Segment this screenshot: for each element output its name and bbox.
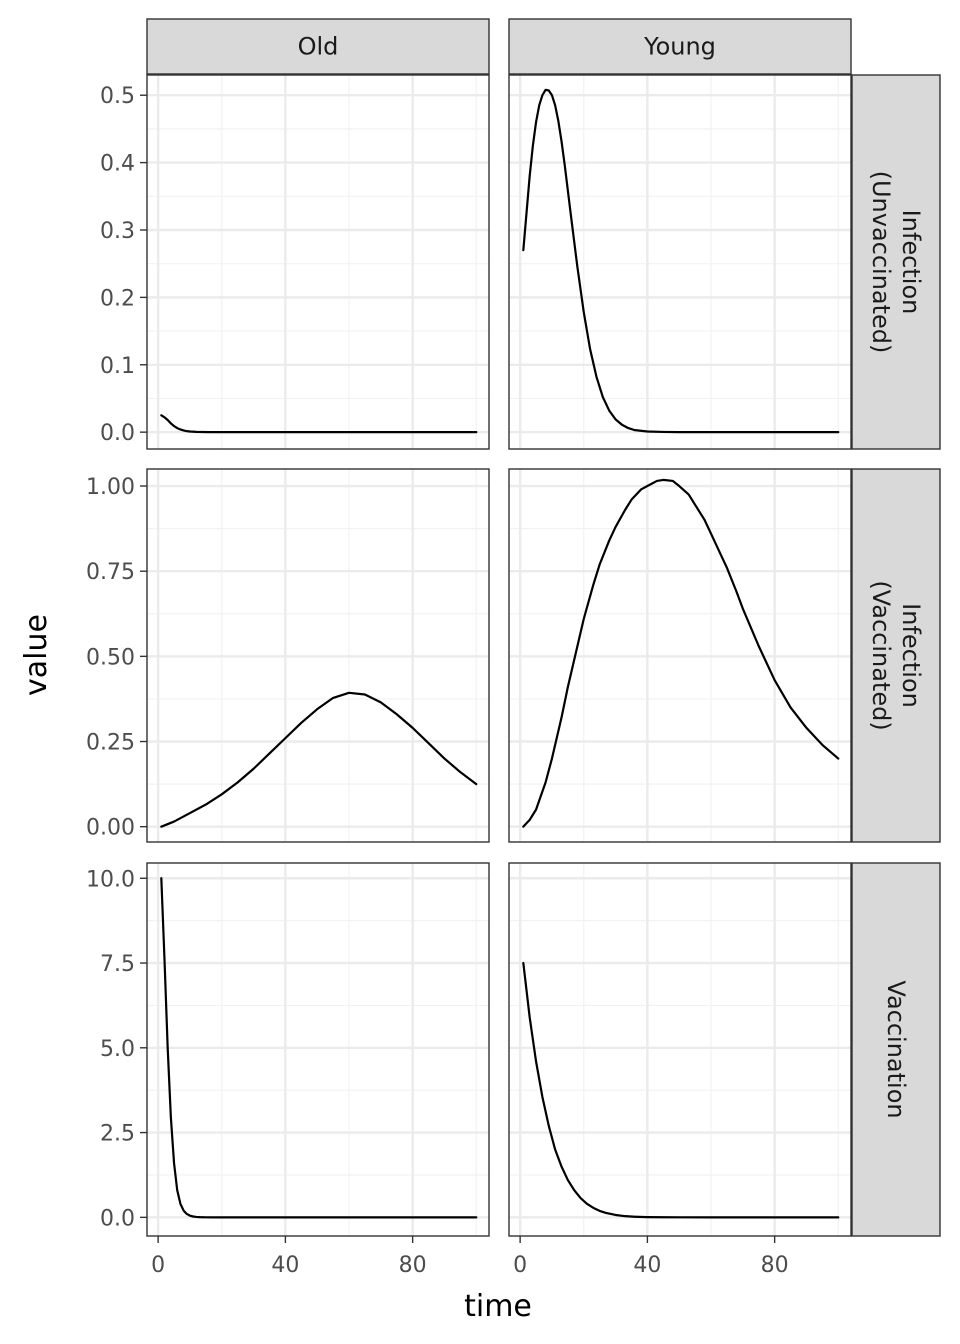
row-strip-1: Infection(Vaccinated) [851,468,941,843]
x-tick-label: 40 [633,1253,661,1278]
panel-1-0 [146,468,490,843]
panels-layer [146,74,852,1237]
column-strip-0: Old [146,18,490,75]
y-tick-label: 0.50 [86,645,135,670]
panel-0-0 [146,74,490,450]
row-strip-label: Infection [897,210,925,315]
y-tick-label: 2.5 [100,1122,135,1147]
strips-layer: Old YoungInfection(Unvaccinated)Infection… [146,18,941,1237]
panel-border [146,74,490,450]
row-strip-2: Vaccination [851,862,941,1237]
series-line [522,961,840,1219]
row-strip-label: Infection [897,603,925,708]
panel-border [508,74,852,450]
row-strip-box [851,862,941,1237]
x-axis-title: time [464,1289,532,1324]
column-strip-label: Old [298,33,339,61]
x-tick-label: 0 [151,1253,165,1278]
row-strip-label: (Vaccinated) [867,580,895,730]
y-tick-label: 0.25 [86,731,135,756]
panel-0-1 [508,74,852,450]
series-line [160,414,478,434]
y-tick-label: 5.0 [100,1037,135,1062]
panel-border [508,468,852,843]
y-tick-label: 0.5 [100,84,135,109]
y-tick-label: 0.1 [100,354,135,379]
y-tick-label: 7.5 [100,952,135,977]
y-tick-label: 0.00 [86,816,135,841]
row-strip-0: Infection(Unvaccinated) [851,74,941,450]
x-tick-label: 80 [399,1253,427,1278]
row-strip-box [851,468,941,843]
panel-2-0 [146,862,490,1237]
y-tick-label: 0.3 [100,219,135,244]
x-tick-label: 0 [513,1253,527,1278]
x-tick-label: 40 [271,1253,299,1278]
column-strip-label: Young [643,33,716,61]
row-strip-label: (Unvaccinated) [867,171,895,354]
panel-background [509,75,851,449]
panel-border [146,862,490,1237]
y-tick-label: 0.0 [100,1206,135,1231]
panel-background [509,863,851,1236]
column-strip-box [146,18,490,75]
y-axis-title: value [19,614,54,696]
y-tick-label: 0.2 [100,286,135,311]
panel-background [147,863,489,1236]
y-tick-label: 1.00 [86,475,135,500]
panel-background [147,75,489,449]
column-strip-box [508,18,852,75]
row-strip-label: Vaccination [882,980,910,1118]
series-line [522,88,840,434]
y-tick-label: 0.75 [86,560,135,585]
panel-border [146,468,490,843]
panel-border [508,862,852,1237]
series-line [160,691,478,828]
panel-1-1 [508,468,852,843]
series-line [160,877,478,1219]
axes-layer: 0.00.10.20.30.40.50.000.250.500.751.000.… [86,84,789,1278]
y-tick-label: 0.4 [100,152,135,177]
row-strip-box [851,74,941,450]
y-tick-label: 10.0 [86,867,135,892]
series-line [522,478,840,828]
column-strip-1: Young [508,18,852,75]
panel-2-1 [508,862,852,1237]
y-tick-label: 0.0 [100,421,135,446]
x-tick-label: 80 [761,1253,789,1278]
